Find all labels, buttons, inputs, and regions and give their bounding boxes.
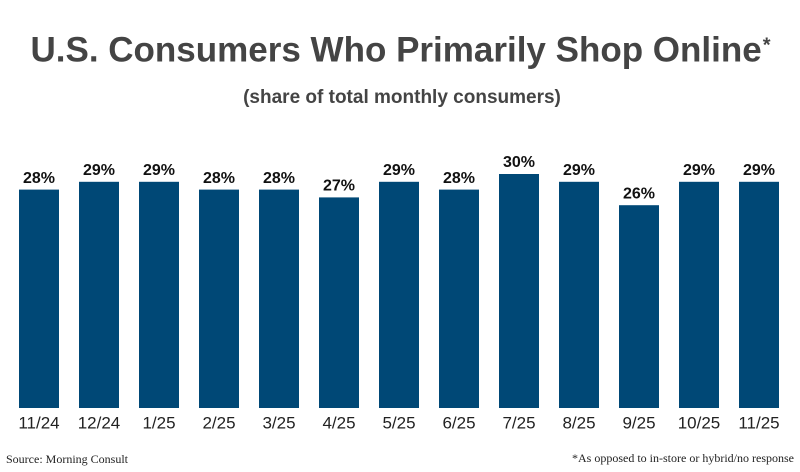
value-label: 26% — [623, 185, 655, 202]
x-tick-label: 2/25 — [202, 413, 235, 432]
x-tick-label: 3/25 — [262, 413, 295, 432]
value-label: 28% — [443, 170, 475, 187]
bar — [79, 181, 119, 408]
x-tick-label: 11/25 — [738, 413, 779, 432]
bar — [19, 189, 59, 408]
bar — [319, 197, 359, 408]
value-label: 28% — [203, 170, 235, 187]
value-label: 27% — [323, 178, 355, 195]
note: *As opposed to in-store or hybrid/no res… — [572, 451, 794, 465]
x-tick-label: 11/24 — [18, 413, 59, 432]
x-tick-label: 8/25 — [562, 413, 595, 432]
bar — [499, 174, 539, 408]
value-label: 29% — [683, 162, 715, 179]
bar — [379, 181, 419, 408]
x-tick-label: 12/24 — [78, 413, 121, 432]
bar — [139, 181, 179, 408]
value-label: 29% — [563, 162, 595, 179]
bar — [619, 205, 659, 408]
x-tick-label: 7/25 — [502, 413, 535, 432]
bar — [199, 189, 239, 408]
value-label: 28% — [263, 170, 295, 187]
x-tick-label: 10/25 — [678, 413, 721, 432]
value-label: 29% — [743, 162, 775, 179]
chart-title: U.S. Consumers Who Primarily Shop Online — [30, 30, 761, 69]
value-label: 29% — [83, 162, 115, 179]
x-tick-label: 4/25 — [322, 413, 355, 432]
bar — [739, 181, 779, 408]
x-tick-label: 1/25 — [142, 413, 175, 432]
value-label: 30% — [503, 154, 535, 171]
chart-subtitle: (share of total monthly consumers) — [243, 87, 561, 108]
x-tick-label: 5/25 — [382, 413, 415, 432]
source: Source: Morning Consult — [6, 452, 129, 466]
bar — [679, 181, 719, 408]
title-mark: * — [763, 34, 771, 56]
value-label: 29% — [383, 162, 415, 179]
bar — [439, 189, 479, 408]
value-label: 29% — [143, 162, 175, 179]
x-tick-label: 9/25 — [622, 413, 655, 432]
bar — [559, 181, 599, 408]
value-label: 28% — [23, 170, 55, 187]
x-tick-label: 6/25 — [442, 413, 475, 432]
bar — [259, 189, 299, 408]
